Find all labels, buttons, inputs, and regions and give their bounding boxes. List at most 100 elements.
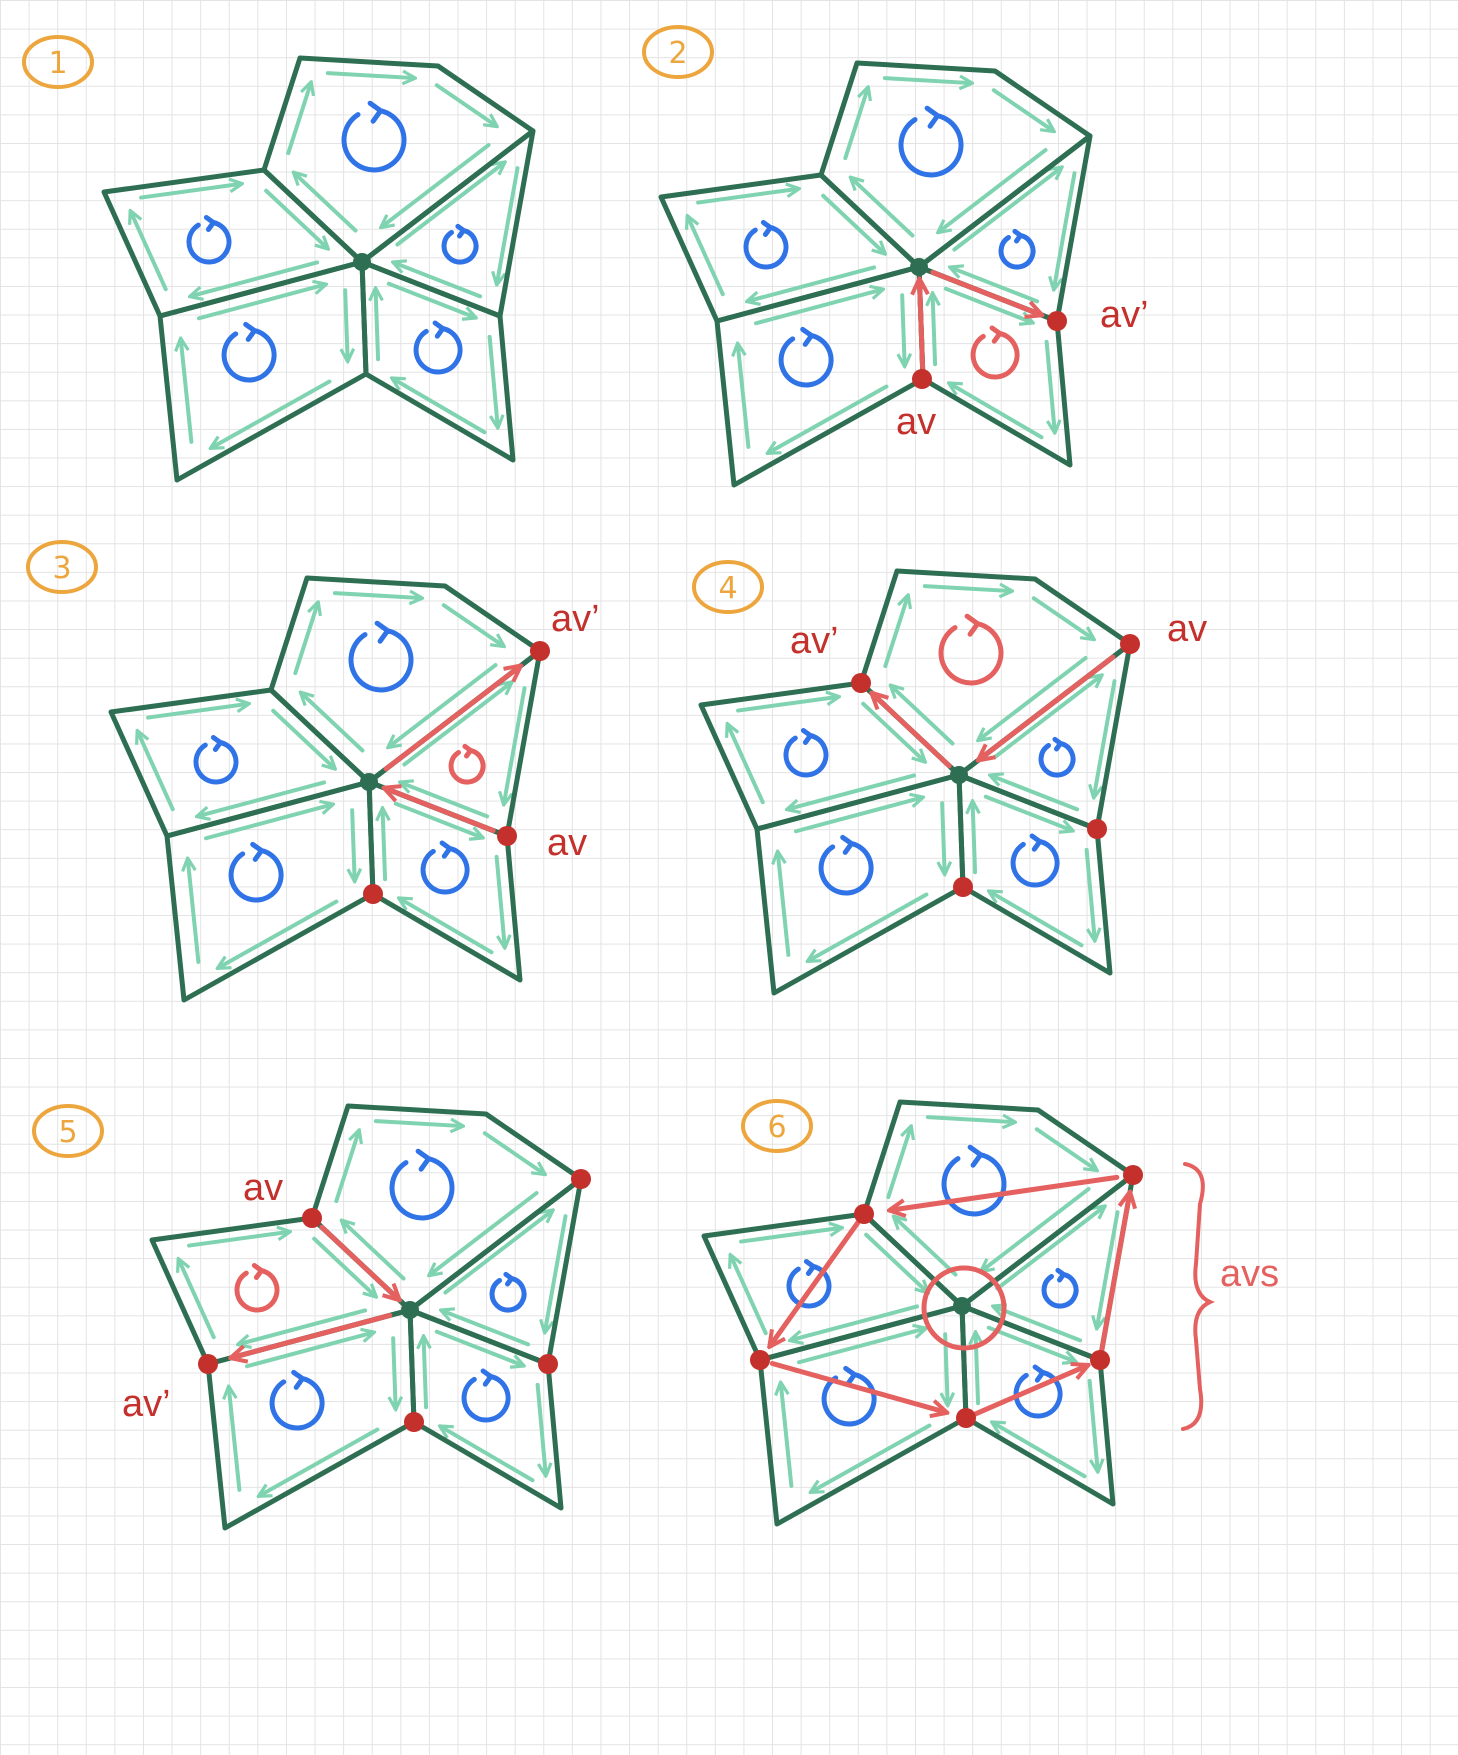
halfedge-arrow bbox=[1031, 596, 1093, 639]
halfedge-arrow bbox=[979, 656, 1088, 740]
halfedge-arrow bbox=[728, 725, 765, 805]
face-rotation-icon bbox=[348, 620, 414, 693]
halfedge-arrow bbox=[393, 379, 487, 435]
halfedge-arrow bbox=[204, 805, 332, 841]
halfedge-arrow bbox=[198, 780, 327, 816]
mesh-face-outline bbox=[359, 259, 516, 463]
av-prime-label: av’ bbox=[551, 598, 600, 640]
halfedge-arrow bbox=[342, 1221, 406, 1281]
halfedge-arrow bbox=[992, 676, 1101, 760]
halfedge-arrow bbox=[951, 268, 1040, 304]
panel-number-oval bbox=[22, 35, 94, 89]
halfedge-arrow bbox=[442, 1311, 531, 1347]
halfedge-arrow bbox=[739, 1228, 841, 1244]
halfedge-arrow bbox=[925, 1117, 1014, 1122]
halfedge-arrow bbox=[389, 663, 498, 747]
panel-5: 5 bbox=[32, 1103, 591, 1531]
boundary-vertex-dot-icon bbox=[956, 1408, 976, 1428]
halfedge-arrow bbox=[791, 1304, 920, 1340]
halfedge-arrow bbox=[933, 294, 935, 367]
halfedge-arrow bbox=[239, 1308, 368, 1344]
halfedge-arrow bbox=[394, 263, 483, 299]
halfedge-arrow bbox=[995, 1207, 1104, 1291]
halfedge-arrow bbox=[312, 1236, 375, 1296]
panel-number-oval bbox=[26, 540, 98, 594]
halfedge-arrow bbox=[191, 260, 320, 296]
halfedge-arrow bbox=[293, 603, 317, 676]
halfedge-arrow bbox=[545, 1214, 568, 1331]
halfedge-arrow bbox=[769, 384, 889, 453]
halfedge-arrow bbox=[788, 773, 917, 809]
halfedge-arrow bbox=[748, 265, 877, 301]
halfedge-arrow bbox=[332, 593, 421, 598]
current-face-rotation-icon bbox=[970, 325, 1020, 380]
boundary-vertex-dot-icon bbox=[1047, 311, 1067, 331]
halfedge-arrow bbox=[430, 1191, 539, 1275]
halfedge-arrow bbox=[401, 783, 490, 819]
halfedge-arrow bbox=[882, 78, 971, 83]
current-halfedge-arrow bbox=[980, 654, 1116, 759]
face-rotation-icon bbox=[818, 834, 874, 896]
halfedge-arrow bbox=[1097, 1210, 1120, 1327]
face-rotation-icon bbox=[1010, 833, 1060, 888]
panel-number: 6 bbox=[767, 1110, 786, 1145]
halfedge-arrow bbox=[894, 1217, 958, 1277]
panel-4: 4 bbox=[692, 560, 1140, 996]
halfedge-arrow bbox=[393, 1336, 395, 1408]
face-rotation-icon bbox=[743, 220, 789, 270]
halfedge-arrow bbox=[688, 217, 725, 297]
boundary-vertex-dot-icon bbox=[302, 1208, 322, 1228]
halfedge-arrow bbox=[286, 83, 310, 156]
current-halfedge-arrow bbox=[383, 667, 519, 772]
brace-icon bbox=[1181, 1162, 1215, 1431]
current-halfedge-arrow bbox=[386, 788, 496, 834]
face-rotation-icon bbox=[1038, 736, 1076, 778]
halfedge-arrow bbox=[441, 1427, 535, 1483]
halfedge-arrow bbox=[187, 1232, 289, 1248]
boundary-vertex-dot-icon bbox=[497, 826, 517, 846]
halfedge-arrow bbox=[883, 596, 907, 669]
halfedge-arrow bbox=[373, 1121, 462, 1126]
boundary-vertex-dot-icon bbox=[198, 1354, 218, 1374]
face-rotation-icon bbox=[941, 1144, 1007, 1217]
panel-number: 3 bbox=[52, 551, 71, 586]
halfedge-arrow bbox=[991, 88, 1053, 131]
halfedge-arrow bbox=[781, 1384, 794, 1488]
halfedge-arrow bbox=[1084, 847, 1095, 940]
halfedge-arrow bbox=[983, 794, 1072, 831]
halfedge-arrow bbox=[188, 860, 201, 964]
ring-halfedge-arrow bbox=[891, 1174, 1120, 1210]
face-rotation-icon bbox=[420, 840, 470, 895]
halfedge-arrow bbox=[778, 853, 791, 957]
halfedge-arrow bbox=[400, 899, 494, 955]
halfedge-arrow bbox=[494, 854, 505, 947]
halfedge-arrow bbox=[393, 801, 482, 838]
face-rotation-icon bbox=[778, 326, 834, 388]
face-rotation-icon bbox=[1013, 1364, 1063, 1419]
current-face-rotation-icon bbox=[938, 613, 1004, 686]
av-label: av bbox=[896, 401, 936, 443]
halfedge-arrow bbox=[991, 776, 1080, 812]
av-label: av bbox=[1167, 608, 1207, 650]
panel-number: 1 bbox=[48, 46, 67, 81]
halfedge-arrow bbox=[943, 286, 1032, 323]
face-rotation-icon bbox=[786, 1259, 832, 1309]
halfedge-arrow bbox=[982, 1187, 1091, 1271]
halfedge-arrow bbox=[851, 178, 915, 238]
halfedge-arrow bbox=[424, 1337, 426, 1410]
halfedge-arrow bbox=[382, 143, 491, 227]
halfedge-arrow bbox=[271, 708, 334, 768]
face-rotation-icon bbox=[228, 841, 284, 903]
halfedge-arrow bbox=[809, 892, 929, 961]
av-prime-label: av’ bbox=[1100, 294, 1149, 336]
halfedge-arrow bbox=[738, 345, 751, 449]
halfedge-arrow bbox=[902, 293, 904, 365]
halfedge-arrow bbox=[891, 686, 955, 746]
halfedge-arrow bbox=[843, 88, 867, 161]
halfedge-arrow bbox=[325, 73, 414, 78]
mesh-face-outline bbox=[959, 1303, 1116, 1507]
halfedge-arrow bbox=[146, 704, 248, 720]
current-halfedge-arrow bbox=[873, 694, 952, 769]
ring-halfedge-arrow bbox=[769, 1360, 945, 1412]
halfedge-arrow bbox=[334, 1131, 358, 1204]
